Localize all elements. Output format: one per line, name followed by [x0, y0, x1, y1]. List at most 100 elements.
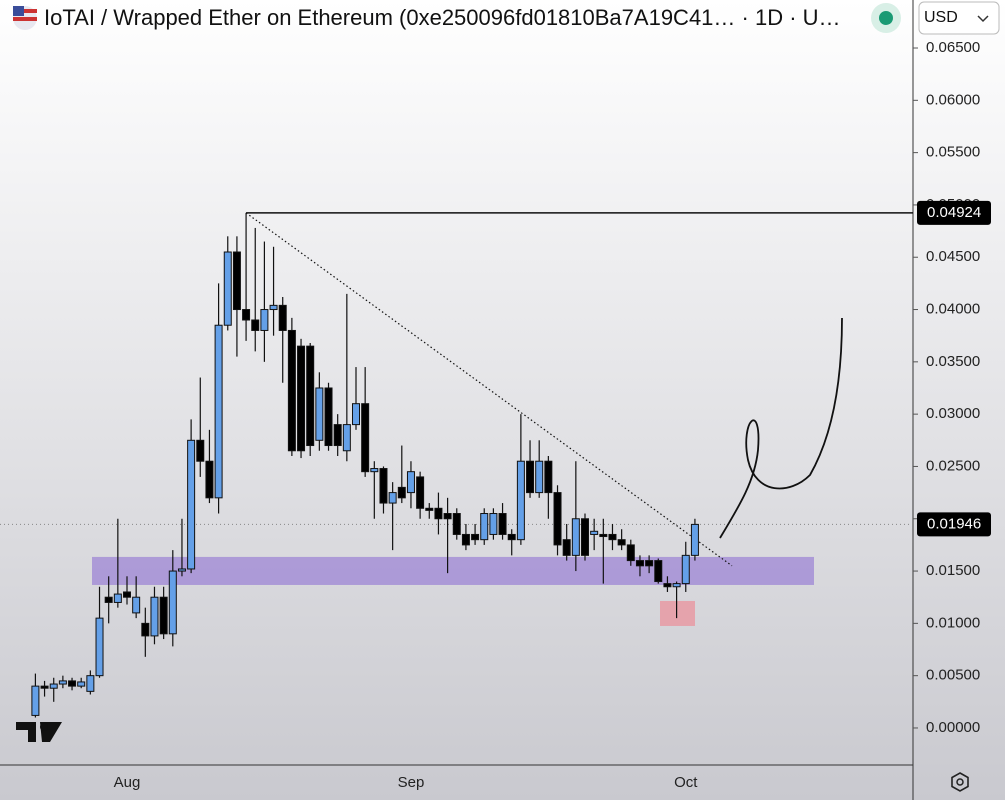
candle-body [461, 533, 470, 546]
currency-label[interactable]: USD [924, 9, 958, 26]
freehand-drawing [719, 317, 843, 539]
candle-body [434, 507, 443, 520]
candle-body [251, 319, 260, 331]
x-tick-label: Sep [398, 774, 425, 791]
candle-body [287, 329, 296, 452]
candle-body [379, 468, 388, 504]
candle-body [526, 460, 535, 494]
candle-body [406, 471, 415, 494]
candle-body [480, 513, 489, 541]
candle-body [471, 533, 480, 541]
candle-body [132, 596, 141, 614]
price-label-box [917, 200, 991, 225]
trendline [245, 212, 733, 567]
candle-body [654, 560, 663, 583]
candle-body [452, 513, 461, 535]
candle-body [49, 683, 58, 689]
candle-body [205, 460, 214, 499]
candle-body [352, 403, 360, 426]
y-tick-label: 0.02500 [926, 457, 980, 474]
candle-body [507, 533, 516, 541]
currency-selector[interactable] [918, 1, 1000, 35]
dropdown-arrow [977, 15, 989, 23]
settings-button[interactable] [951, 772, 969, 792]
candle-body [86, 675, 95, 692]
candle-body [342, 424, 351, 452]
candle-body [177, 568, 186, 572]
flag-stripe [13, 17, 37, 21]
candle-body [388, 492, 397, 504]
candle-body [645, 560, 654, 567]
flag-canton [13, 6, 24, 16]
candle-body [68, 680, 77, 687]
candle-body [370, 468, 379, 473]
candle-body [31, 685, 40, 716]
candle-body [635, 560, 644, 567]
candle-body [159, 596, 168, 635]
candle-body [443, 513, 452, 520]
price-label: 0.01946 [927, 515, 981, 532]
candle-body [397, 486, 406, 499]
candle-body [58, 680, 67, 685]
plot [0, 47, 918, 729]
candle-body [425, 507, 434, 511]
flag-stripe [13, 9, 37, 13]
candle-body [242, 309, 251, 321]
candle-body [663, 583, 672, 588]
candle-body [416, 476, 425, 509]
y-tick-label: 0.06500 [926, 39, 980, 56]
candle-body [553, 492, 562, 546]
candle-body [214, 324, 223, 499]
target-box [660, 600, 695, 626]
candle-body [324, 387, 333, 447]
y-tick-label: 0.06000 [926, 91, 980, 108]
candle-body [617, 539, 626, 546]
y-tick-label: 0.01500 [926, 562, 980, 579]
x-tick-label: Aug [114, 774, 141, 791]
candle-body [581, 518, 589, 556]
settings-icon-center [956, 778, 964, 786]
price-label: 0.04924 [927, 204, 981, 221]
candle-body [681, 554, 690, 585]
candle-body [278, 304, 287, 331]
x-tick-label: Oct [674, 774, 698, 791]
candle-body [690, 523, 699, 556]
logo-dot [40, 723, 48, 731]
y-tick-label: 0.04500 [926, 248, 980, 265]
candle-body [223, 251, 232, 326]
y-tick-label: 0.03500 [926, 353, 980, 370]
candle-body [498, 513, 507, 535]
candle-body [232, 251, 241, 311]
candle-body [123, 591, 131, 598]
y-tick-label: 0.04000 [926, 301, 980, 318]
candle-body [571, 518, 580, 556]
candle-body [113, 593, 122, 603]
status-dot [879, 11, 893, 25]
candle-body [608, 533, 617, 541]
candle-body [361, 403, 370, 473]
support-zone [92, 556, 814, 585]
candle-body [40, 685, 49, 689]
price-label-box [917, 512, 991, 537]
chart-title: IoTAI / Wrapped Ether on Ethereum (0xe25… [44, 5, 841, 30]
candle-body [590, 530, 599, 535]
candle-body [77, 681, 86, 687]
y-tick-label: 0.00500 [926, 667, 980, 684]
candle-body [196, 439, 205, 462]
candle-body [544, 460, 553, 494]
candle-body [333, 424, 342, 447]
candle-body [535, 460, 544, 494]
y-tick-label: 0.05500 [926, 144, 980, 161]
candle-body [599, 533, 608, 538]
candle-body [187, 439, 196, 570]
candle-body [104, 596, 113, 603]
candle-body [150, 596, 159, 637]
candle-body [489, 513, 498, 535]
y-tick-label: 0.00000 [926, 719, 980, 736]
candle-body [95, 617, 104, 677]
candle-body [315, 387, 324, 441]
candle-body [516, 460, 525, 541]
